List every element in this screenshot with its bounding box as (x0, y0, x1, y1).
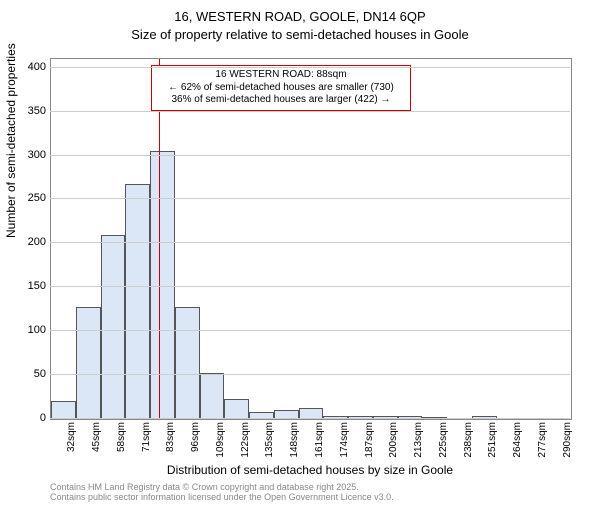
grid-line (50, 67, 570, 68)
x-tick-label: 200sqm (388, 422, 399, 470)
histogram-bar (175, 307, 200, 419)
histogram-bar (51, 401, 76, 419)
x-tick-label: 32sqm (66, 422, 77, 470)
grid-line (50, 418, 570, 419)
x-tick-label: 122sqm (240, 422, 251, 470)
grid-line (50, 111, 570, 112)
histogram-bar (101, 235, 126, 419)
x-tick-label: 96sqm (190, 422, 201, 470)
grid-line (50, 374, 570, 375)
y-tick-label: 0 (40, 412, 46, 424)
x-tick-label: 264sqm (512, 422, 523, 470)
callout-line3: 36% of semi-detached houses are larger (… (171, 94, 390, 105)
footer-line1: Contains HM Land Registry data © Crown c… (50, 482, 359, 492)
x-tick-label: 213sqm (413, 422, 424, 470)
x-tick-label: 251sqm (487, 422, 498, 470)
histogram-bar (224, 399, 249, 419)
chart-container: 16, WESTERN ROAD, GOOLE, DN14 6QP Size o… (0, 8, 600, 508)
callout-line2: ← 62% of semi-detached houses are smalle… (168, 82, 394, 93)
x-tick-label: 238sqm (463, 422, 474, 470)
footer-line2: Contains public sector information licen… (50, 492, 394, 502)
x-tick-label: 161sqm (314, 422, 325, 470)
grid-line (50, 198, 570, 199)
x-tick-label: 174sqm (339, 422, 350, 470)
title-line2: Size of property relative to semi-detach… (131, 27, 468, 42)
histogram-bar (200, 373, 225, 419)
y-tick-label: 150 (28, 280, 46, 292)
y-tick-label: 100 (28, 324, 46, 336)
y-tick-label: 400 (28, 61, 46, 73)
histogram-bar (125, 184, 150, 419)
x-tick-label: 83sqm (165, 422, 176, 470)
histogram-bar (76, 307, 101, 419)
grid-line (50, 330, 570, 331)
y-tick-label: 50 (34, 368, 46, 380)
y-tick-label: 200 (28, 236, 46, 248)
grid-line (50, 155, 570, 156)
histogram-bar (150, 151, 175, 419)
callout-box: 16 WESTERN ROAD: 88sqm ← 62% of semi-det… (151, 65, 411, 111)
x-tick-label: 71sqm (141, 422, 152, 470)
title-line1: 16, WESTERN ROAD, GOOLE, DN14 6QP (174, 9, 425, 24)
callout-line1: 16 WESTERN ROAD: 88sqm (215, 69, 346, 80)
x-tick-label: 148sqm (289, 422, 300, 470)
y-tick-label: 300 (28, 149, 46, 161)
reference-line (159, 59, 160, 419)
x-tick-label: 58sqm (116, 422, 127, 470)
x-tick-label: 290sqm (562, 422, 573, 470)
x-tick-label: 45sqm (91, 422, 102, 470)
grid-line (50, 242, 570, 243)
x-tick-label: 109sqm (215, 422, 226, 470)
x-tick-label: 277sqm (537, 422, 548, 470)
y-tick-label: 350 (28, 105, 46, 117)
x-tick-label: 135sqm (264, 422, 275, 470)
y-tick-label: 250 (28, 192, 46, 204)
y-axis-label: Number of semi-detached properties (4, 43, 18, 238)
chart-title: 16, WESTERN ROAD, GOOLE, DN14 6QP Size o… (0, 8, 600, 43)
x-tick-label: 225sqm (438, 422, 449, 470)
plot-area: 16 WESTERN ROAD: 88sqm ← 62% of semi-det… (50, 58, 572, 420)
x-tick-label: 187sqm (364, 422, 375, 470)
grid-line (50, 286, 570, 287)
